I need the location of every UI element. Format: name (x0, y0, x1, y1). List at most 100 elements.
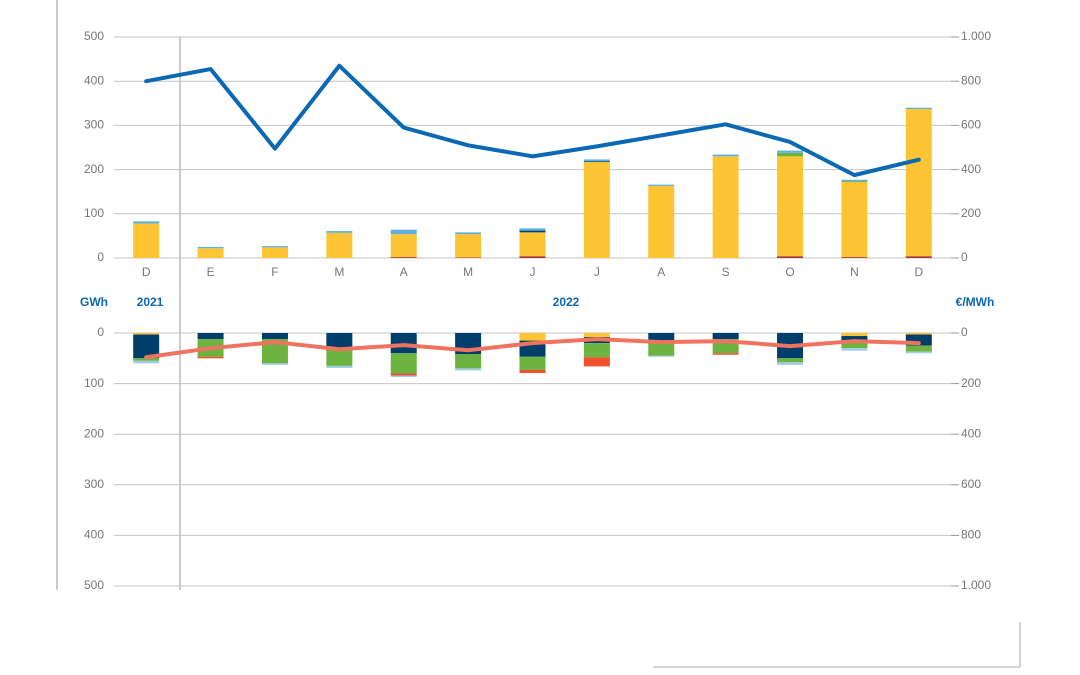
bar-segment (712, 353, 739, 355)
bar-segment (777, 152, 804, 157)
bar-segment (905, 334, 932, 346)
bar-segment (519, 369, 546, 373)
bar-segment (905, 256, 932, 258)
y2-tick-label: 1.000 (961, 578, 991, 592)
y-tick-label: 300 (84, 118, 104, 132)
bar-segment (712, 333, 739, 340)
y2-tick-label: 800 (961, 528, 981, 542)
bar-segment (583, 357, 610, 367)
x-tick-label: A (657, 265, 665, 279)
bar-segment (583, 343, 610, 358)
y-tick-label: 0 (97, 325, 104, 339)
bar-segment (390, 375, 417, 378)
bar-segment (133, 223, 160, 258)
y-tick-label: 100 (84, 376, 104, 390)
bar-segment (841, 348, 868, 351)
bar-segment (455, 232, 482, 235)
price-line (144, 337, 921, 360)
x-tick-label: M (334, 265, 344, 279)
bar-segment (197, 248, 224, 258)
bar-segment (905, 345, 932, 352)
bar-segment (455, 234, 482, 258)
bar-segment (390, 373, 417, 376)
bar-segment (841, 181, 868, 182)
year-label: 2022 (553, 295, 580, 309)
bar-segment (133, 333, 160, 335)
bar-segment (777, 358, 804, 363)
bar-segment (905, 107, 932, 110)
bar-segment (261, 363, 288, 365)
bar-segment (841, 336, 868, 343)
bar-segment (326, 232, 353, 258)
y2-tick-label: 0 (961, 325, 968, 339)
bar-segment (326, 348, 353, 366)
bar-segment (261, 247, 288, 258)
x-tick-label: M (463, 265, 473, 279)
x-tick-label: O (785, 265, 794, 279)
y2-tick-label: 200 (961, 376, 981, 390)
x-tick-label: N (850, 265, 859, 279)
bar-segment (777, 256, 804, 258)
y2-tick-label: 800 (961, 73, 981, 87)
bar-segment (197, 333, 224, 340)
y-tick-label: 400 (84, 73, 104, 87)
y2-tick-label: 600 (961, 477, 981, 491)
bar-segment (390, 257, 417, 258)
y2-axis-label: €/MWh (956, 295, 995, 309)
y-tick-label: 0 (97, 250, 104, 264)
bar-segment (133, 358, 160, 361)
x-tick-label: F (271, 265, 278, 279)
bar-segment (712, 154, 739, 157)
bar-segment (841, 181, 868, 258)
y2-tick-label: 1.000 (961, 29, 991, 43)
bar-segment (261, 246, 288, 248)
bar-segment (583, 159, 610, 162)
bar-segment (390, 234, 417, 258)
bar-segment (390, 229, 417, 235)
bar-segment (519, 356, 546, 370)
bar-segment (648, 333, 675, 341)
year-label: 2021 (137, 295, 164, 309)
bar-segment (648, 184, 675, 186)
y-tick-label: 500 (84, 578, 104, 592)
y2-tick-label: 0 (961, 250, 968, 264)
bar-segment (519, 256, 546, 258)
y-tick-label: 400 (84, 528, 104, 542)
bar-segment (905, 109, 932, 257)
bar-segment (519, 232, 546, 257)
bar-segment (583, 333, 610, 338)
y2-tick-label: 400 (961, 162, 981, 176)
bar-segment (390, 333, 417, 354)
bar-segment (648, 340, 675, 356)
y-axis-label: GWh (80, 295, 108, 309)
bar-segment (648, 185, 675, 258)
bar-segment (455, 354, 482, 369)
x-tick-label: D (914, 265, 923, 279)
bar-segment (841, 342, 868, 349)
bar-segment (133, 360, 160, 364)
bar-segment (326, 333, 353, 349)
y-tick-label: 300 (84, 477, 104, 491)
price-line (144, 63, 921, 178)
bar-segment (133, 221, 160, 224)
y-tick-label: 500 (84, 29, 104, 43)
bar-segment (133, 334, 160, 359)
y2-tick-label: 400 (961, 426, 981, 440)
bar-segment (777, 150, 804, 153)
y-tick-label: 200 (84, 162, 104, 176)
bar-segment (583, 161, 610, 163)
y-tick-label: 200 (84, 426, 104, 440)
bar-segment (905, 333, 932, 335)
bar-segment (905, 351, 932, 354)
bar-segment (648, 355, 675, 357)
bar-segment (583, 162, 610, 258)
x-tick-label: J (594, 265, 600, 279)
x-tick-label: J (530, 265, 536, 279)
bar-segment (519, 333, 546, 341)
bar-segment (841, 257, 868, 258)
x-tick-label: D (142, 265, 151, 279)
bar-segment (841, 333, 868, 337)
bar-segment (712, 156, 739, 258)
bar-segment (326, 231, 353, 233)
